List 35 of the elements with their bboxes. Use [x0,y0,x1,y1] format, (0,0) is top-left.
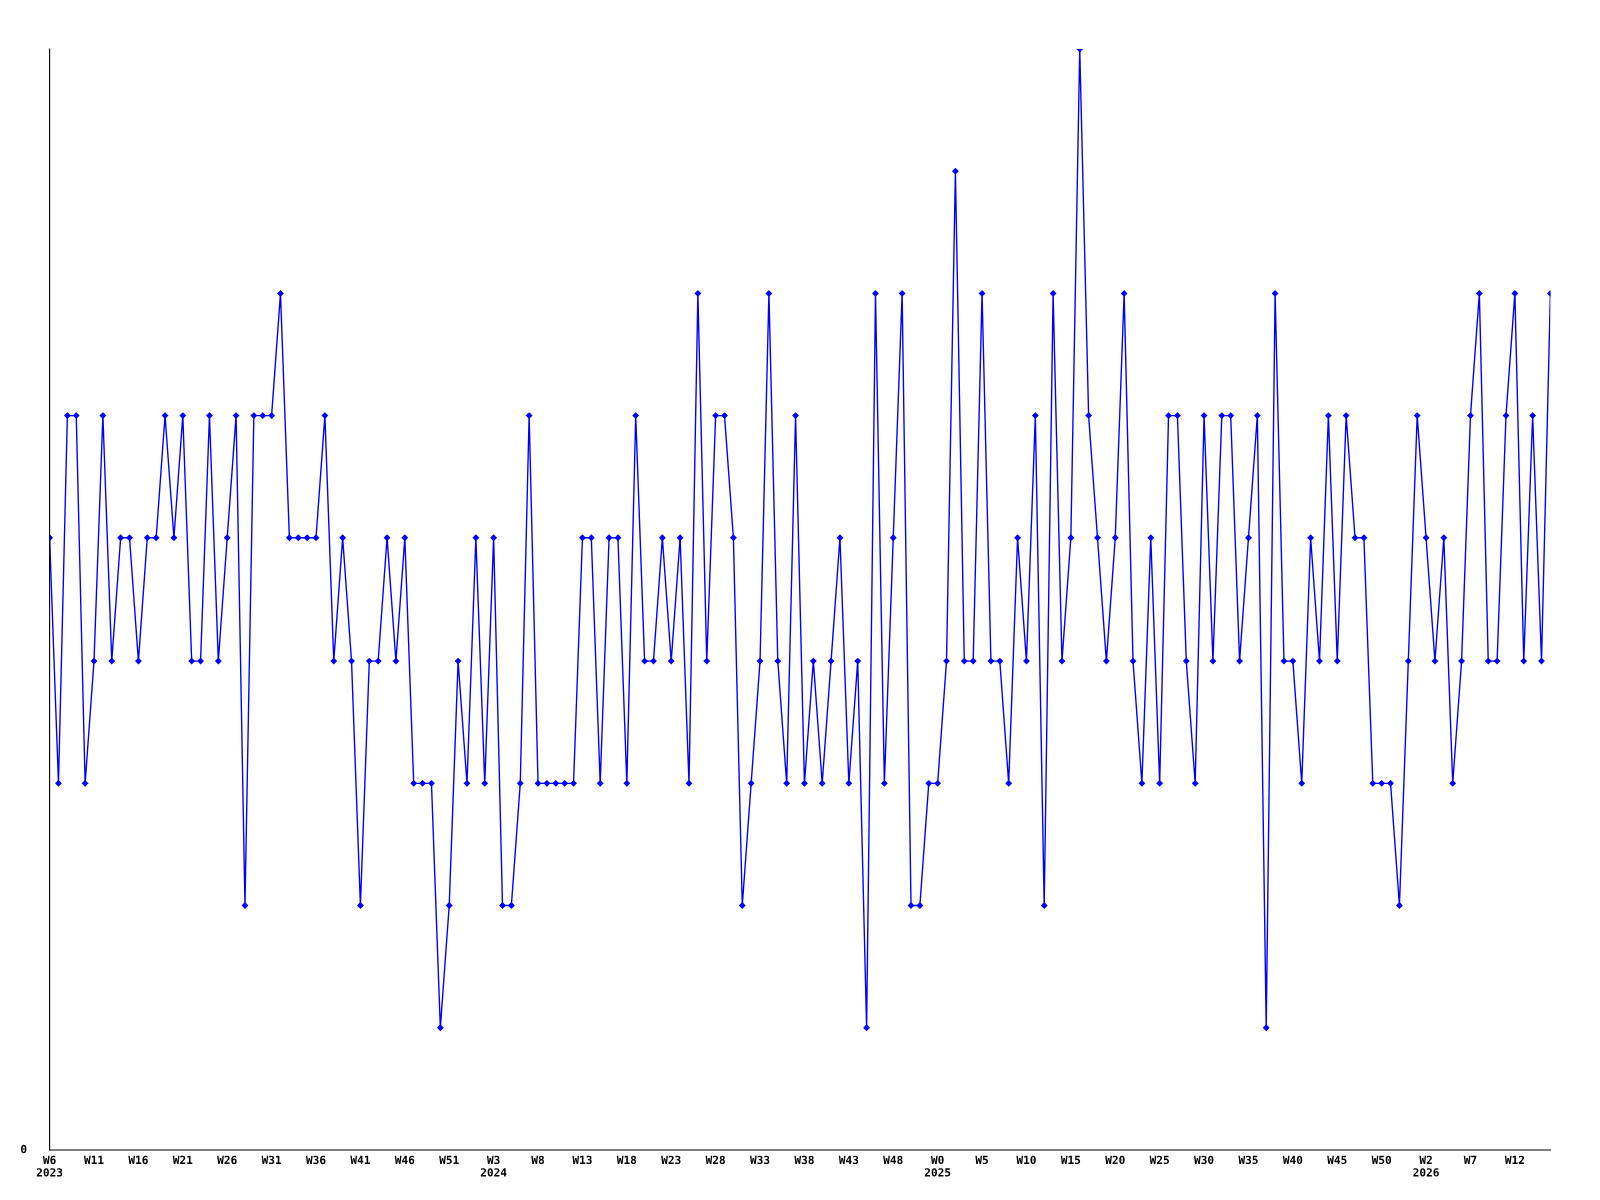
x-tick-label: W0 2025 [924,1155,951,1177]
x-tick-label: W28 [705,1155,725,1165]
x-tick-label: W23 [661,1155,681,1165]
x-tick-label: W18 [616,1155,637,1165]
x-tick-label: W6 2023 [36,1155,63,1177]
x-tick-label: W35 [1238,1155,1258,1165]
x-tick-label: W16 [128,1155,148,1165]
x-tick-label: W46 [394,1155,415,1165]
x-tick-label: W48 [883,1155,903,1165]
x-tick-label: W41 [350,1155,370,1164]
x-tick-label: W36 [305,1155,326,1165]
x-tick-label: W7 [1463,1155,1477,1164]
x-tick-label: W43 [838,1155,859,1165]
x-tick-label: W26 [217,1155,237,1165]
x-tick-label: W45 [1327,1155,1347,1165]
x-tick-label: W21 [172,1155,193,1164]
x-tick-label: W8 [531,1155,545,1165]
x-tick-label: W11 [83,1155,104,1164]
x-tick-label: W30 [1194,1155,1214,1165]
x-tick-label: W40 [1282,1155,1303,1165]
x-tick-label: W3 2024 [480,1155,507,1177]
x-tick-label: W33 [750,1155,770,1165]
x-tick-label: W13 [572,1155,592,1165]
x-tick-label: W15 [1060,1155,1081,1165]
x-tick-label: W51 [439,1155,459,1165]
x-tick-label: W31 [261,1155,282,1165]
x-tick-label: W2 2026 [1413,1155,1439,1177]
x-tick-label: W25 [1149,1155,1169,1165]
x-tick-label: W10 [1016,1155,1036,1165]
x-tick-label: W38 [794,1155,814,1165]
x-tick-label: W50 [1371,1155,1392,1165]
x-tick-label: W12 [1504,1155,1524,1164]
text: 0 [21,1144,27,1154]
x-tick-label: W20 [1105,1155,1125,1165]
x-tick-label: W5 [975,1155,988,1165]
